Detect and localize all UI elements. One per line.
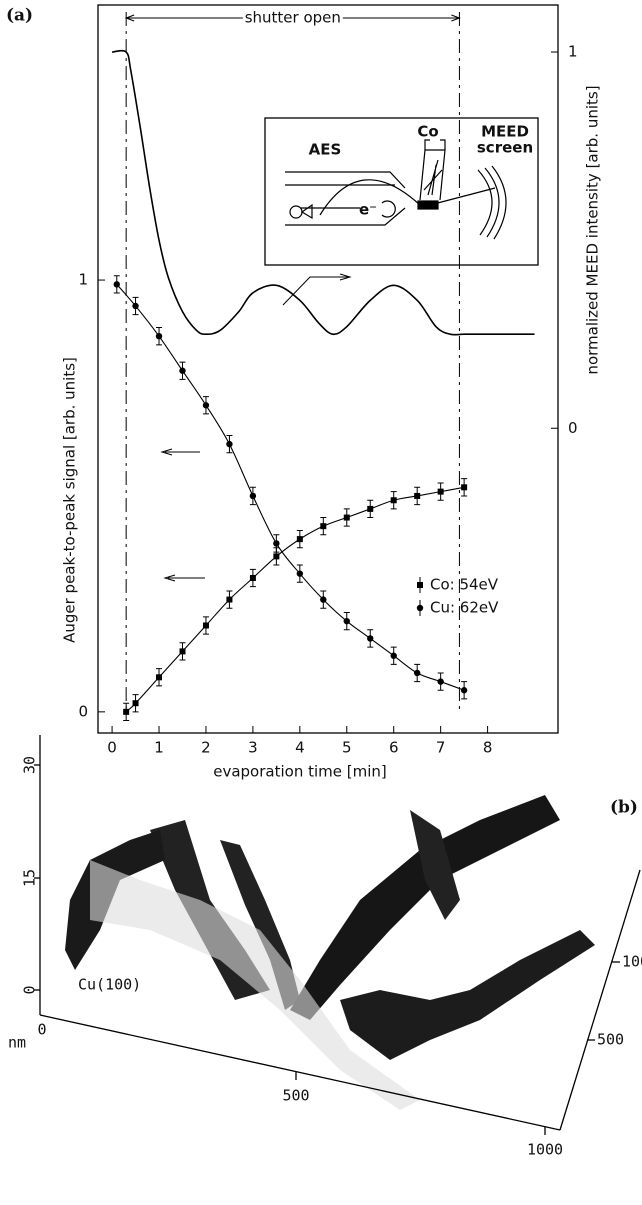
- legend-label: Cu: 62eV: [430, 599, 499, 617]
- inset-label: AES: [309, 141, 342, 159]
- marker: [132, 700, 139, 707]
- marker: [296, 570, 304, 577]
- y2-tick-label: 0: [568, 419, 578, 437]
- x-tick-label: 0: [37, 1021, 46, 1039]
- y-tick-label: 1: [78, 271, 88, 289]
- marker: [132, 302, 139, 310]
- inset-label: e⁻: [359, 201, 377, 219]
- marker: [367, 635, 374, 642]
- marker: [460, 687, 468, 694]
- x-tick-label: 5: [342, 739, 352, 757]
- stm-image: Cu(100) nm: [8, 735, 641, 1135]
- y-axis-label: Auger peak-to-peak signal [arb. units]: [61, 357, 79, 643]
- marker: [123, 708, 130, 715]
- inset-label: Co: [417, 123, 438, 141]
- z-tick-label: 0: [21, 985, 39, 994]
- marker: [273, 553, 280, 560]
- marker: [343, 514, 350, 521]
- marker: [249, 574, 256, 581]
- x-tick-label: 8: [483, 739, 493, 757]
- x-tick-label: 7: [436, 739, 446, 757]
- marker: [249, 492, 257, 500]
- x-axis-label: evaporation time [min]: [213, 763, 387, 781]
- panel-label: (b): [610, 798, 638, 818]
- marker: [343, 617, 350, 625]
- z-tick-label: 30: [21, 756, 39, 774]
- plot-frame: [97, 4, 559, 734]
- marker: [461, 484, 468, 491]
- marker: [156, 674, 163, 681]
- marker: [155, 332, 163, 340]
- marker: [113, 281, 120, 288]
- z-tick-label: 15: [21, 869, 39, 887]
- y-tick-label: 500: [597, 1031, 624, 1049]
- x-tick-label: 1000: [527, 1141, 563, 1159]
- legend-label: Co: 54eV: [430, 576, 499, 594]
- marker: [179, 648, 186, 655]
- marker: [320, 596, 327, 603]
- series-line: [111, 49, 535, 336]
- series-line: [125, 486, 465, 713]
- x-tick-label: 4: [295, 739, 305, 757]
- marker: [390, 652, 397, 659]
- marker: [320, 523, 327, 530]
- x-tick-label: 1: [154, 739, 164, 757]
- marker: [413, 669, 421, 677]
- panel-label: (a): [6, 6, 33, 26]
- marker: [437, 678, 444, 685]
- stm-unit: nm: [8, 1034, 26, 1052]
- marker: [226, 596, 233, 603]
- x-tick-label: 6: [389, 739, 399, 757]
- marker: [226, 440, 233, 448]
- x-tick-label: 500: [282, 1087, 309, 1105]
- series-line: [116, 284, 465, 691]
- marker: [202, 622, 209, 629]
- x-tick-label: 0: [107, 739, 117, 757]
- arrow-head: [124, 14, 461, 22]
- y2-tick-label: 1: [568, 43, 578, 61]
- inset-label: MEED: [481, 123, 529, 141]
- y2-axis-label: normalized MEED intensity [arb. units]: [584, 85, 602, 374]
- marker: [390, 497, 397, 504]
- marker: [202, 402, 210, 409]
- marker: [296, 536, 303, 543]
- marker: [414, 492, 421, 499]
- inset-label: screen: [477, 139, 533, 157]
- axis-arrows: [160, 273, 352, 582]
- x-tick-label: 3: [248, 739, 258, 757]
- x-tick-label: 2: [201, 739, 211, 757]
- marker: [367, 505, 374, 512]
- stm-label: Cu(100): [78, 976, 141, 994]
- inset: AES Co MEED screen e⁻: [264, 117, 539, 266]
- marker: [437, 488, 444, 495]
- y-tick-label: 1000: [622, 953, 642, 971]
- annotation: shutter open: [245, 9, 341, 27]
- marker: [179, 367, 186, 374]
- marker: [273, 540, 280, 547]
- y-tick-label: 0: [78, 702, 88, 720]
